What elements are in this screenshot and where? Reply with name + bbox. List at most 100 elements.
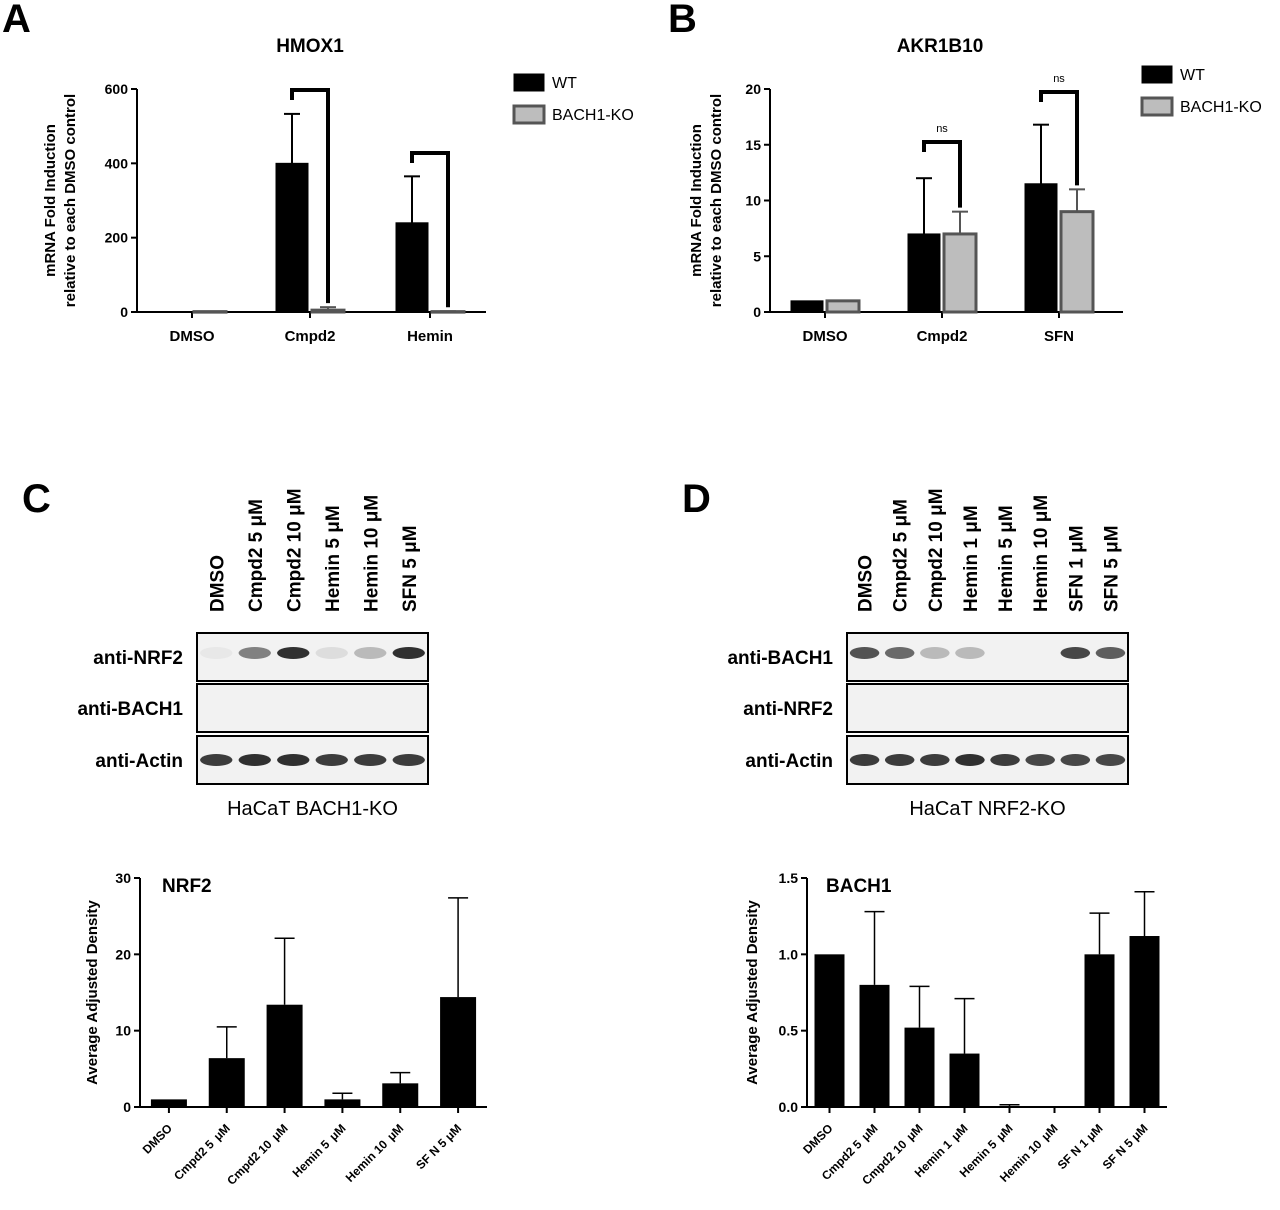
significance-label: ns — [936, 123, 948, 135]
blot-band — [392, 647, 425, 659]
blot-band — [990, 754, 1020, 766]
bar-bach1-ko — [192, 310, 228, 314]
lane-label: Hemin 5 μM — [323, 505, 344, 612]
bar — [382, 1083, 419, 1107]
x-tick-label: Hemin 5 — [290, 1137, 333, 1180]
x-tick-label: μM — [269, 1121, 291, 1143]
blot-band — [238, 754, 271, 766]
significance-bracket — [1039, 90, 1079, 186]
y-axis-label: mRNA Fold Induction — [42, 124, 59, 277]
lane-label: SFN 5 μM — [1101, 525, 1122, 612]
y-axis-label: mRNA Fold Induction — [688, 124, 705, 277]
bar-wt — [157, 311, 191, 313]
western-blot-c: DMSO Cmpd2 5 μM Cmpd2 10 μM Hemin 5 μM Hemin… — [77, 488, 429, 820]
bar-wt — [395, 222, 429, 313]
legend-swatch — [1140, 96, 1174, 117]
significance-bracket — [410, 151, 450, 308]
blot-band — [277, 754, 310, 766]
chart-akr1b10: AKR1B10 mRNA Fold Induction relative to ea… — [688, 36, 1262, 345]
legend-swatch — [513, 73, 545, 92]
blot-strip — [196, 683, 429, 733]
x-tick-label: SFN — [1044, 328, 1074, 345]
chart-title: NRF2 — [162, 876, 212, 897]
bar-bach1-ko — [1059, 210, 1095, 314]
chart-title: AKR1B10 — [897, 36, 984, 57]
blot-strip — [196, 632, 429, 682]
blot-band — [920, 754, 950, 766]
x-tick-label: DMSO — [140, 1121, 175, 1156]
y-tick-label: 600 — [105, 81, 129, 97]
bar-wt — [907, 233, 941, 313]
legend-label: WT — [552, 75, 577, 92]
blot-band — [849, 754, 880, 766]
blot-band — [849, 647, 880, 659]
lane-label: Hemin 5 μM — [996, 505, 1017, 612]
y-tick-label: 0.0 — [779, 1099, 799, 1115]
panel-letter-c: C — [22, 477, 51, 521]
bar-bach1-ko — [310, 308, 346, 314]
blot-row-label: anti-NRF2 — [743, 699, 833, 720]
bar — [150, 1099, 187, 1107]
blot-band — [1095, 754, 1126, 766]
x-tick-label: μM — [211, 1121, 233, 1143]
lane-label: SFN 5 μM — [400, 525, 421, 612]
y-axis-label: relative to each DMSO control — [62, 94, 79, 307]
bar — [994, 1106, 1025, 1107]
blot-caption: HaCaT NRF2-KO — [909, 798, 1065, 820]
y-tick-label: 10 — [745, 193, 761, 209]
bar-bach1-ko — [825, 299, 861, 314]
x-tick-label: Cmpd2 5 — [171, 1137, 217, 1183]
y-tick-label: 30 — [115, 870, 131, 886]
x-tick-label: DMSO — [800, 1121, 835, 1156]
x-tick-label: μM — [858, 1121, 880, 1143]
x-tick-label: SF N 5 μM — [413, 1121, 464, 1172]
blot-row-label: anti-Actin — [95, 751, 183, 772]
blot-band — [354, 647, 387, 659]
blot-band — [884, 647, 915, 659]
lane-label: Cmpd2 10 μM — [284, 488, 305, 612]
blot-strip — [846, 683, 1129, 733]
chart-bach1-density: BACH1 Average Adjusted Density 0.0 0.5 1.0 1.… — [744, 870, 1167, 1188]
lane-label: Cmpd2 5 μM — [246, 499, 267, 612]
blot-band — [200, 754, 233, 766]
y-tick-label: 1.0 — [779, 946, 799, 962]
y-tick-label: 1.5 — [779, 870, 799, 886]
blot-band — [1060, 754, 1091, 766]
x-tick-label: μM — [1038, 1121, 1060, 1143]
blot-caption: HaCaT BACH1-KO — [227, 798, 398, 820]
blot-band — [200, 647, 233, 659]
x-tick-label: Cmpd2 — [285, 328, 336, 345]
x-tick-label: Cmpd2 10 — [859, 1137, 910, 1188]
x-tick-label: SF N 5 μM — [1100, 1121, 1151, 1172]
legend-label: WT — [1180, 67, 1205, 84]
y-tick-label: 0 — [123, 1099, 131, 1115]
lane-label: DMSO — [207, 555, 228, 612]
blot-band — [1060, 647, 1091, 659]
bar-wt — [790, 300, 824, 313]
panel-letter-a: A — [2, 0, 31, 41]
legend-swatch — [1141, 65, 1173, 84]
bar-wt — [1024, 183, 1058, 313]
y-tick-label: 20 — [745, 81, 761, 97]
blot-row-label: anti-BACH1 — [77, 699, 183, 720]
y-axis-label: Average Adjusted Density — [744, 899, 761, 1084]
bar — [859, 984, 890, 1107]
x-tick-label: Hemin 1 — [912, 1137, 955, 1180]
lane-label: Cmpd2 10 μM — [926, 488, 947, 612]
legend-label: BACH1-KO — [1180, 99, 1262, 116]
bar-wt — [275, 162, 309, 313]
x-tick-label: μM — [384, 1121, 406, 1143]
y-tick-label: 0 — [753, 304, 761, 320]
blot-band — [315, 647, 348, 659]
significance-bracket — [290, 88, 330, 304]
lane-label: Hemin 1 μM — [961, 505, 982, 612]
x-tick-label: Cmpd2 — [917, 328, 968, 345]
legend-swatch — [512, 104, 546, 125]
lane-label: Hemin 10 μM — [361, 495, 382, 612]
x-tick-label: Cmpd2 5 — [819, 1137, 865, 1183]
significance-label: ns — [1053, 73, 1065, 85]
bar — [266, 1004, 303, 1107]
bar — [440, 997, 477, 1107]
blot-band — [955, 754, 985, 766]
